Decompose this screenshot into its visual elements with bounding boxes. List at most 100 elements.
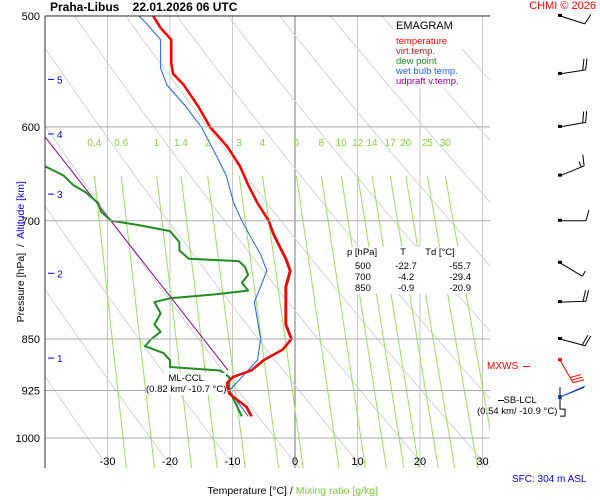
surface-marker	[559, 387, 566, 417]
table-cell: -22.7	[395, 261, 417, 272]
ml-ccl-annotation: ML-CCL (0.82 km/ -10.7 °C)	[146, 373, 227, 395]
mixing-ratio-label: 17	[385, 138, 397, 149]
x-axis-label-mixing: Mixing ratio [g/kg]	[295, 485, 379, 497]
dry-adiabat	[432, 16, 490, 82]
temperature-tick-label: -10	[225, 456, 241, 468]
barb-feather	[585, 209, 590, 221]
barb-station	[558, 300, 562, 304]
barb-staff	[559, 262, 583, 277]
altitude-tick-label: 4	[57, 130, 63, 141]
barb-station	[558, 71, 562, 75]
barb-staff	[559, 359, 574, 383]
y-axis-label-altitude: Altitude [km]	[15, 181, 27, 239]
dry-adiabat	[45, 47, 364, 468]
x-axis-label: Temperature [°C] / Mixing ratio [g/kg]	[196, 473, 378, 500]
barb-station	[558, 218, 562, 222]
barb-feather	[584, 14, 592, 25]
barb-staff	[559, 15, 585, 25]
surface-elevation: SFC: 304 m ASL	[512, 474, 587, 485]
table-cell: 500	[355, 261, 371, 272]
mixing-ratio-line	[405, 175, 456, 468]
altitude-tick-label: 1	[57, 354, 63, 365]
barb-staff	[559, 165, 585, 177]
temperature-tick-label: 20	[414, 456, 426, 468]
level-table: p [hPa] T Td [°C] 500 -22.7 -55.7 700 -4.2 -2…	[347, 247, 471, 294]
barb-feather	[582, 111, 585, 123]
x-axis-label-temp: Temperature [°C]	[207, 485, 287, 497]
table-cell: -4.2	[397, 272, 415, 283]
mixing-ratio-line	[371, 175, 420, 468]
pressure-tick-label: 850	[22, 334, 40, 346]
mixing-ratio-line	[340, 175, 387, 468]
barb-station	[558, 173, 562, 177]
legend-virt-temp: virt.temp.	[396, 46, 436, 57]
barb-feather	[581, 334, 589, 346]
temperature-tick-label: -30	[100, 456, 116, 468]
legend-wet-bulb: wet bulb temp.	[396, 66, 458, 77]
dry-adiabat	[330, 16, 490, 203]
mixing-ratio-label: 12	[352, 138, 364, 149]
mixing-ratio-line	[320, 175, 366, 468]
wind-barb	[558, 260, 586, 277]
mixing-ratio-label: 3	[236, 138, 242, 149]
barb-feather	[584, 335, 592, 347]
mixing-ratio-line	[238, 175, 280, 468]
wind-barb	[558, 289, 590, 304]
barb-feather	[582, 290, 587, 302]
barb-feather	[572, 379, 585, 384]
barb-feather	[582, 154, 585, 166]
ml-ccl-value: (0.82 km/ -10.7 °C)	[146, 384, 227, 395]
series-dew-point	[45, 165, 250, 417]
x-axis-sep: /	[286, 485, 296, 497]
barb-station	[558, 358, 562, 362]
dry-adiabat	[45, 288, 174, 468]
legend-temperature: temperature	[396, 36, 448, 47]
mixing-ratio-label: 2	[205, 138, 211, 149]
pressure-tick-label: 500	[22, 11, 40, 23]
mixing-ratio-line	[295, 175, 340, 468]
mixing-ratio-label: 4	[260, 138, 266, 149]
dry-adiabat	[125, 16, 490, 468]
barb-feather	[585, 289, 590, 302]
dry-adiabat	[45, 375, 110, 468]
sb-lcl-label: SB-LCL	[503, 395, 537, 406]
pressure-tick-label: 600	[22, 122, 40, 134]
chart-header-title: Praha-Libus 22.01.2026 06 UTC	[50, 0, 238, 14]
mxws-label: MXWS	[487, 361, 530, 372]
sb-lcl-annotation: SB-LCL (0.54 km/ -10.9 °C)	[477, 395, 557, 417]
mixing-ratio-label: 25	[422, 138, 434, 149]
mixing-ratio-label: 0.6	[114, 138, 128, 149]
mxws-text: MXWS	[487, 361, 519, 372]
wind-barb	[558, 154, 585, 177]
altitude-tick-label: 2	[57, 269, 63, 280]
temperature-tick-label: -20	[162, 456, 178, 468]
table-cell: -55.7	[449, 261, 471, 272]
mixing-ratio-label: 10	[336, 138, 348, 149]
max-wind-barb	[558, 358, 585, 384]
table-row: 500 -22.7 -55.7	[347, 261, 471, 272]
barb-staff	[559, 69, 586, 75]
mixing-ratio-label: 1.4	[174, 138, 188, 149]
dry-adiabat	[45, 124, 300, 468]
mixing-ratio-line	[426, 175, 479, 468]
table-header-t: T	[400, 247, 406, 258]
surface-wind-barb	[558, 385, 586, 417]
table-header-p: p [hPa]	[347, 247, 378, 258]
mixing-ratio-label: 8	[319, 138, 325, 149]
table-cell: 850	[355, 283, 371, 294]
mixing-ratio-label: 30	[440, 138, 452, 149]
temperature-tick-label: 0	[292, 456, 298, 468]
y-axis-label-pressure: Pressure [hPa]	[15, 252, 27, 323]
temperature-tick-label: 30	[476, 456, 488, 468]
barb-feather	[585, 58, 588, 70]
altitude-tick-label: 5	[57, 75, 63, 86]
temperature-tick-label: 10	[351, 456, 363, 468]
series-wet-bulb-temp	[138, 16, 268, 417]
barb-feather	[569, 374, 582, 378]
mixing-ratio-line	[357, 175, 405, 468]
series-udpraft-v-temp	[45, 136, 229, 371]
mixing-ratio-line	[207, 175, 246, 468]
barb-station	[558, 13, 562, 17]
table-cell: 700	[355, 272, 371, 283]
y-axis-sep: /	[15, 238, 27, 253]
